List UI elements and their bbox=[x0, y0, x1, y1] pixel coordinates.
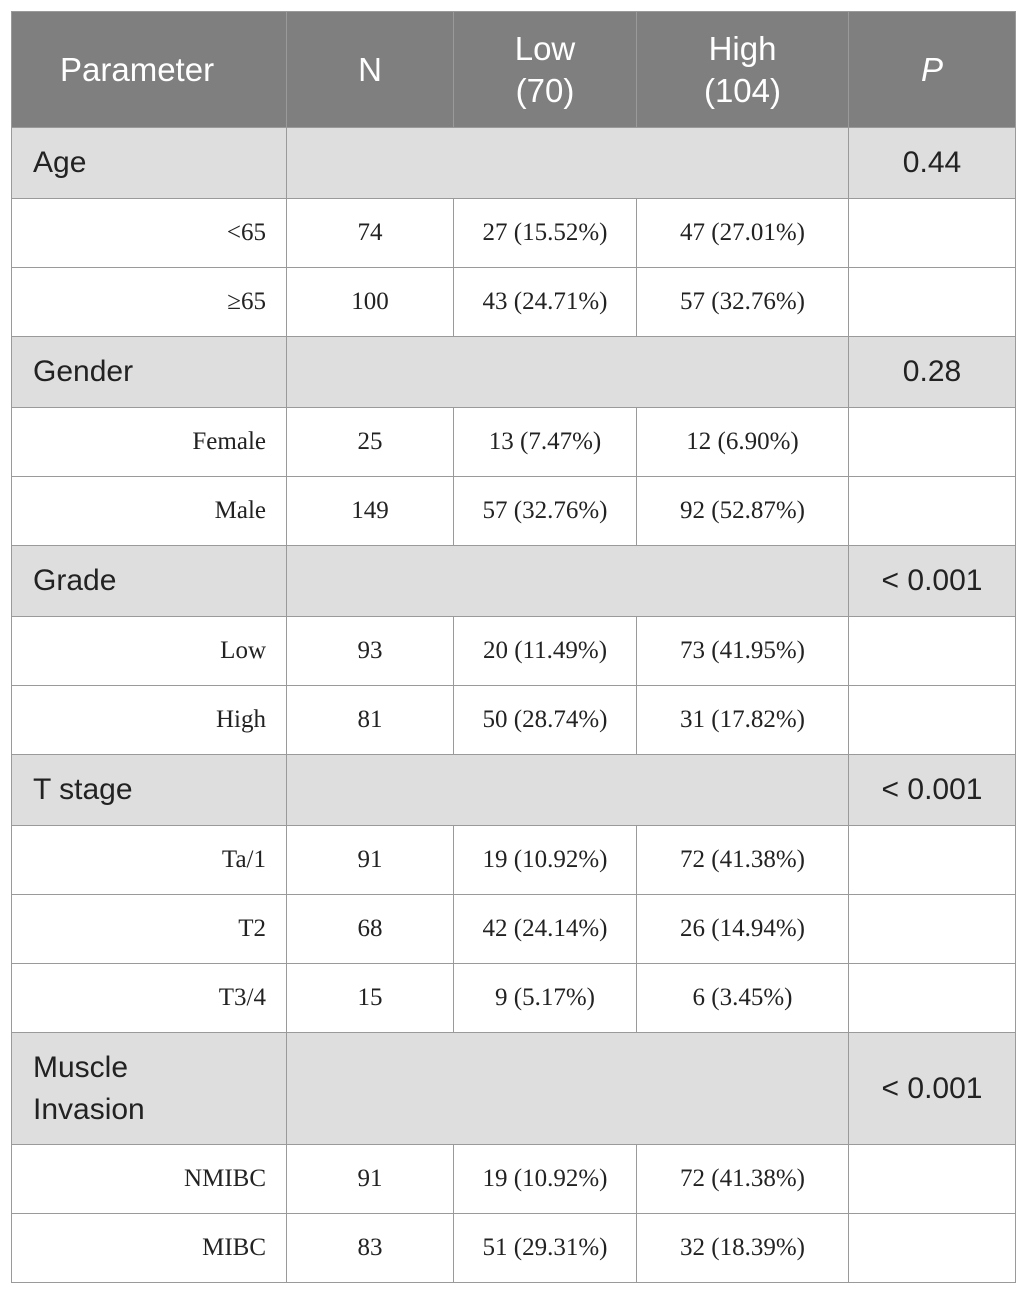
header-parameter: Parameter bbox=[11, 11, 287, 128]
row-label: Ta/1 bbox=[11, 825, 287, 895]
row-high: 32 (18.39%) bbox=[636, 1213, 849, 1283]
row-label: NMIBC bbox=[11, 1144, 287, 1214]
row-p bbox=[848, 1144, 1016, 1214]
header-low: Low (70) bbox=[453, 11, 637, 128]
table-row: High 81 50 (28.74%) 31 (17.82%) bbox=[11, 685, 1016, 755]
row-n: 83 bbox=[286, 1213, 454, 1283]
group-name: T stage bbox=[11, 754, 287, 826]
row-high: 31 (17.82%) bbox=[636, 685, 849, 755]
table-row: Low 93 20 (11.49%) 73 (41.95%) bbox=[11, 616, 1016, 686]
row-label: High bbox=[11, 685, 287, 755]
row-label: T3/4 bbox=[11, 963, 287, 1033]
row-n: 15 bbox=[286, 963, 454, 1033]
row-low: 13 (7.47%) bbox=[453, 407, 637, 477]
group-name: Age bbox=[11, 127, 287, 199]
group-name: Gender bbox=[11, 336, 287, 408]
row-n: 68 bbox=[286, 894, 454, 964]
row-n: 25 bbox=[286, 407, 454, 477]
table-row: <65 74 27 (15.52%) 47 (27.01%) bbox=[11, 198, 1016, 268]
row-label: Male bbox=[11, 476, 287, 546]
group-row-gender: Gender 0.28 bbox=[11, 336, 1016, 408]
row-label: ≥65 bbox=[11, 267, 287, 337]
row-label: Low bbox=[11, 616, 287, 686]
row-low: 27 (15.52%) bbox=[453, 198, 637, 268]
row-p bbox=[848, 407, 1016, 477]
header-high: High (104) bbox=[636, 11, 849, 128]
row-p bbox=[848, 894, 1016, 964]
row-high: 73 (41.95%) bbox=[636, 616, 849, 686]
group-p-value: < 0.001 bbox=[848, 545, 1016, 617]
table-row: Male 149 57 (32.76%) 92 (52.87%) bbox=[11, 476, 1016, 546]
group-p-value: < 0.001 bbox=[848, 1032, 1016, 1145]
row-low: 50 (28.74%) bbox=[453, 685, 637, 755]
table-row: NMIBC 91 19 (10.92%) 72 (41.38%) bbox=[11, 1144, 1016, 1214]
data-table: Parameter N Low (70) High (104) P Age 0.44… bbox=[11, 11, 1016, 1283]
header-row: Parameter N Low (70) High (104) P bbox=[11, 11, 1016, 128]
row-n: 149 bbox=[286, 476, 454, 546]
row-p bbox=[848, 1213, 1016, 1283]
row-high: 57 (32.76%) bbox=[636, 267, 849, 337]
row-low: 19 (10.92%) bbox=[453, 1144, 637, 1214]
row-p bbox=[848, 476, 1016, 546]
row-high: 26 (14.94%) bbox=[636, 894, 849, 964]
row-p bbox=[848, 963, 1016, 1033]
row-low: 43 (24.71%) bbox=[453, 267, 637, 337]
row-high: 72 (41.38%) bbox=[636, 825, 849, 895]
group-row-muscle-invasion: Muscle Invasion < 0.001 bbox=[11, 1032, 1016, 1145]
row-n: 74 bbox=[286, 198, 454, 268]
group-p-value: 0.28 bbox=[848, 336, 1016, 408]
group-spacer bbox=[286, 754, 849, 826]
row-n: 91 bbox=[286, 825, 454, 895]
row-label: MIBC bbox=[11, 1213, 287, 1283]
row-low: 57 (32.76%) bbox=[453, 476, 637, 546]
row-label: Female bbox=[11, 407, 287, 477]
table-row: MIBC 83 51 (29.31%) 32 (18.39%) bbox=[11, 1213, 1016, 1283]
row-n: 91 bbox=[286, 1144, 454, 1214]
header-p: P bbox=[848, 11, 1016, 128]
row-high: 47 (27.01%) bbox=[636, 198, 849, 268]
row-p bbox=[848, 825, 1016, 895]
row-label: <65 bbox=[11, 198, 287, 268]
row-p bbox=[848, 685, 1016, 755]
group-spacer bbox=[286, 127, 849, 199]
group-spacer bbox=[286, 545, 849, 617]
group-row-t-stage: T stage < 0.001 bbox=[11, 754, 1016, 826]
row-low: 42 (24.14%) bbox=[453, 894, 637, 964]
header-n: N bbox=[286, 11, 454, 128]
row-low: 19 (10.92%) bbox=[453, 825, 637, 895]
row-p bbox=[848, 616, 1016, 686]
row-n: 81 bbox=[286, 685, 454, 755]
row-high: 92 (52.87%) bbox=[636, 476, 849, 546]
group-spacer bbox=[286, 336, 849, 408]
table-row: Female 25 13 (7.47%) 12 (6.90%) bbox=[11, 407, 1016, 477]
group-p-value: < 0.001 bbox=[848, 754, 1016, 826]
group-row-grade: Grade < 0.001 bbox=[11, 545, 1016, 617]
row-p bbox=[848, 198, 1016, 268]
table-row: T3/4 15 9 (5.17%) 6 (3.45%) bbox=[11, 963, 1016, 1033]
row-high: 6 (3.45%) bbox=[636, 963, 849, 1033]
group-row-age: Age 0.44 bbox=[11, 127, 1016, 199]
group-name: Grade bbox=[11, 545, 287, 617]
table-row: ≥65 100 43 (24.71%) 57 (32.76%) bbox=[11, 267, 1016, 337]
row-low: 20 (11.49%) bbox=[453, 616, 637, 686]
row-high: 12 (6.90%) bbox=[636, 407, 849, 477]
group-name: Muscle Invasion bbox=[11, 1032, 287, 1145]
row-n: 93 bbox=[286, 616, 454, 686]
group-p-value: 0.44 bbox=[848, 127, 1016, 199]
row-label: T2 bbox=[11, 894, 287, 964]
row-low: 9 (5.17%) bbox=[453, 963, 637, 1033]
row-low: 51 (29.31%) bbox=[453, 1213, 637, 1283]
table-row: Ta/1 91 19 (10.92%) 72 (41.38%) bbox=[11, 825, 1016, 895]
group-spacer bbox=[286, 1032, 849, 1145]
row-p bbox=[848, 267, 1016, 337]
row-high: 72 (41.38%) bbox=[636, 1144, 849, 1214]
table-row: T2 68 42 (24.14%) 26 (14.94%) bbox=[11, 894, 1016, 964]
row-n: 100 bbox=[286, 267, 454, 337]
